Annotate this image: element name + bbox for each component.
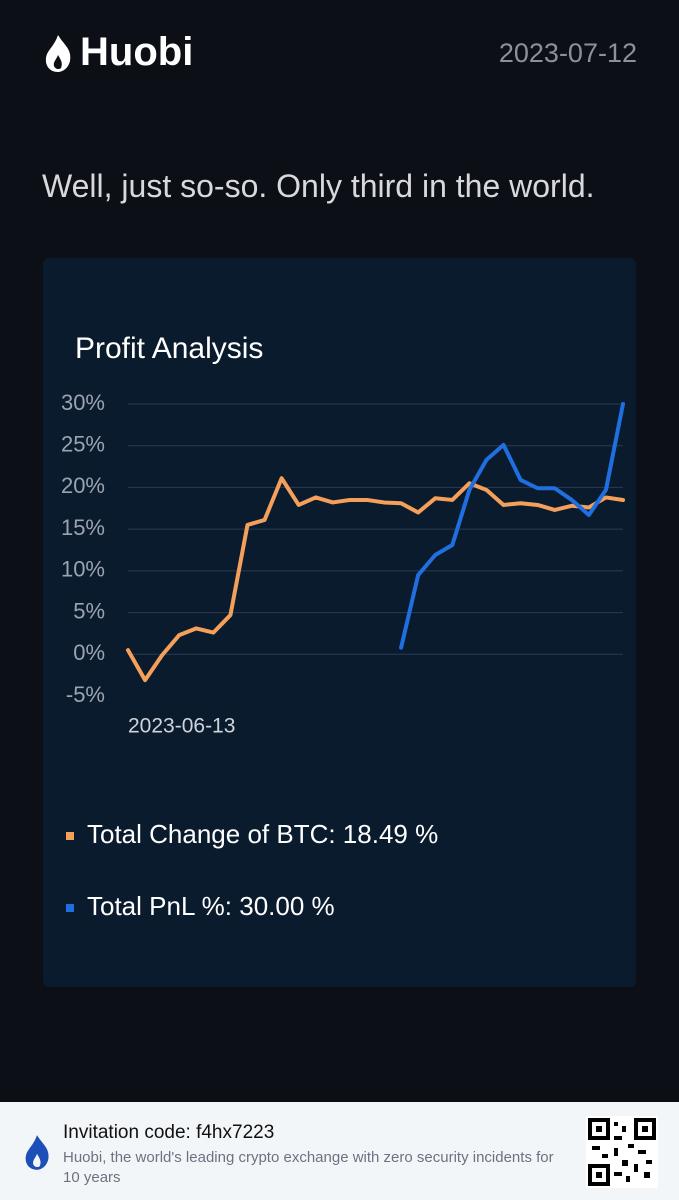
- series-line: [126, 476, 625, 683]
- qr-code[interactable]: [586, 1116, 658, 1188]
- brand: Huobi: [42, 30, 193, 75]
- invitation-code: Invitation code: f4hx7223: [63, 1122, 275, 1143]
- series-line: [399, 402, 625, 650]
- y-tick-label: 30%: [61, 390, 105, 415]
- brand-name: Huobi: [80, 30, 194, 74]
- y-tick-label: 15%: [61, 515, 105, 540]
- tagline: Well, just so-so. Only third in the worl…: [42, 168, 595, 204]
- logo: [45, 34, 71, 72]
- card: [43, 258, 636, 987]
- y-tick-label: 0%: [73, 640, 105, 665]
- footer: Invitation code: f4hx7223 Huobi, the wor…: [0, 1102, 679, 1200]
- legend-label: Total Change of BTC: 18.49 %: [87, 819, 438, 849]
- description: Huobi, the world's leading crypto exchan…: [63, 1149, 554, 1186]
- y-tick-label: 20%: [61, 473, 105, 498]
- chart-title: Profit Analysis: [75, 332, 263, 365]
- legend-label: Total PnL %: 30.00 %: [87, 891, 335, 921]
- date: 2023-07-12: [498, 38, 637, 68]
- y-tick-label: 5%: [73, 598, 105, 623]
- legend-swatch: [66, 832, 74, 840]
- legend-swatch: [66, 904, 74, 912]
- footer-logo: [25, 1135, 49, 1170]
- y-tick-label: 25%: [61, 432, 105, 457]
- chart: Profit Analysis -5% 0% 5% 10% 15% 20% 25% 30% 20…: [43, 258, 636, 987]
- y-tick-label: -5%: [66, 682, 105, 707]
- y-tick-label: 10%: [61, 557, 105, 582]
- x-tick-label: 2023-06-13: [128, 715, 235, 738]
